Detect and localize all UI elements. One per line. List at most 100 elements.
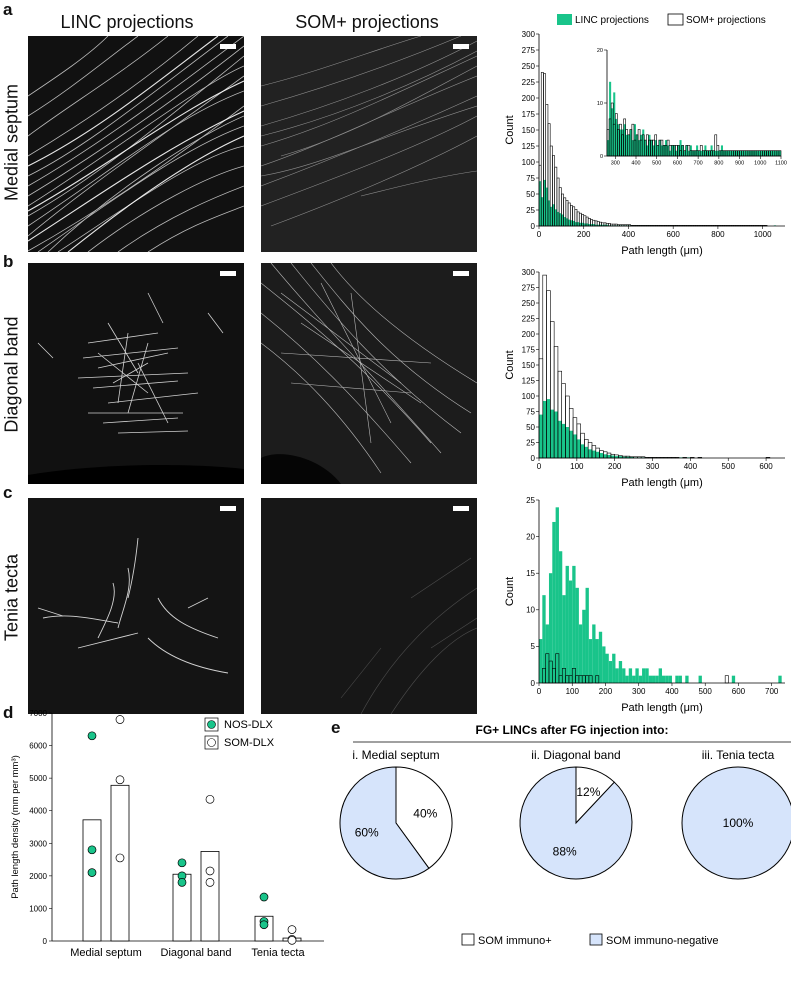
bar-linc (575, 587, 579, 683)
bar-linc (612, 653, 616, 683)
inset-y-tick-label: 20 (597, 48, 603, 54)
y-tick-label: 275 (522, 283, 536, 292)
y-tick-label: 250 (522, 62, 536, 71)
bar-linc (778, 675, 782, 683)
pie-slice-label: 12% (576, 785, 600, 799)
bar-linc (590, 224, 593, 226)
y-tick-label: 3000 (29, 839, 47, 848)
x-tick-label: 100 (566, 687, 580, 696)
bar-linc (546, 399, 551, 458)
inset-bar-linc (745, 150, 748, 156)
y-tick-label: 300 (522, 268, 536, 277)
legend-swatch-som-immuno-neg (589, 933, 603, 946)
category-label: Diagonal band (161, 947, 232, 959)
bar-linc (592, 224, 595, 226)
inset-bar-linc (772, 150, 775, 156)
bar-linc (698, 675, 702, 683)
y-tick-label: 0 (531, 679, 536, 688)
scale-bar-icon (453, 44, 469, 49)
legend-dot-som (207, 738, 216, 747)
bar-linc (565, 565, 569, 683)
x-tick-label: 200 (599, 687, 613, 696)
y-tick-label: 0 (531, 454, 536, 463)
inset-bar-linc (739, 150, 742, 156)
bar-linc (591, 450, 596, 458)
bar-linc (578, 624, 583, 683)
pie-panel-title: FG+ LINCs after FG injection into: (475, 723, 668, 737)
bar-linc (588, 449, 592, 458)
inset-x-tick-label: 600 (673, 161, 682, 167)
y-tick-label: 250 (522, 299, 536, 308)
pie-slice-som-immuno-neg (681, 766, 791, 880)
inset-bar-linc (718, 150, 721, 156)
inset-bar-linc (654, 140, 657, 156)
bar-linc (548, 573, 553, 683)
bar-linc (569, 430, 574, 458)
bar-linc (580, 444, 585, 458)
y-tick-label: 200 (522, 330, 536, 339)
bar-linc (610, 455, 615, 458)
inset-bar-linc (660, 145, 663, 156)
inset-x-tick-label: 1000 (754, 161, 766, 167)
legend-swatch-linc (557, 14, 572, 25)
y-tick-label: 75 (526, 174, 535, 183)
bar-linc (539, 639, 543, 683)
inset-bar-linc (646, 145, 649, 156)
y-tick-label: 5 (531, 642, 536, 651)
y-tick-label: 225 (522, 78, 536, 87)
bar-linc (605, 653, 609, 683)
inset-bar-linc (675, 150, 678, 156)
bar-linc (628, 668, 633, 683)
x-tick-label: 300 (632, 687, 646, 696)
column-header-linc: LINC projections (60, 12, 194, 32)
micrograph-linc-diagonal-band (28, 263, 244, 484)
y-tick-label: 7000 (29, 709, 47, 718)
bar-som-dlx (110, 784, 130, 942)
x-tick-label: 200 (577, 230, 591, 239)
pie-slice-som-immuno-pos (395, 766, 453, 870)
y-tick-label: 125 (522, 142, 536, 151)
legend-label-som: SOM-DLX (224, 737, 275, 749)
bar-linc (584, 446, 589, 458)
pie-charts-fg-lincs: FG+ LINCs after FG injection into: i. Med… (339, 723, 791, 947)
bar-linc (552, 204, 555, 226)
inset-bar-linc (768, 150, 771, 156)
y-axis-label: Count (504, 350, 516, 379)
panel-label-e: e (331, 718, 341, 737)
y-tick-label: 175 (522, 110, 536, 119)
x-tick-label: 400 (684, 462, 698, 471)
x-tick-label: 400 (622, 230, 636, 239)
bar-nos-dlx (82, 819, 102, 942)
bar-linc (678, 675, 682, 683)
bar-linc (608, 661, 613, 683)
histogram-diagonal-band: 0 25 50 75 100 125 150 175 200 225 250 275 300 0 100 20… (504, 268, 785, 489)
inset-bar-linc (776, 150, 779, 156)
bar-linc (595, 451, 600, 458)
pie-slice-som-immuno-neg (339, 766, 430, 880)
inset-bar-linc (652, 145, 655, 156)
scale-bar-icon (453, 271, 469, 276)
bar-linc (658, 668, 662, 683)
bar-linc (652, 675, 656, 683)
bar-som (724, 675, 729, 684)
legend-label-som-immuno-pos: SOM immuno+ (478, 935, 552, 947)
inset-x-tick-label: 700 (694, 161, 703, 167)
bar-linc (603, 454, 608, 458)
bar-linc (554, 209, 557, 226)
panel-label-c: c (3, 483, 13, 502)
bar-linc (622, 668, 626, 683)
bar-linc (552, 521, 556, 683)
y-tick-label: 1000 (29, 904, 47, 913)
inset-bar-linc (733, 150, 736, 156)
y-tick-label: 150 (522, 126, 536, 135)
bar-linc (547, 200, 551, 226)
micrograph-linc-medial-septum (28, 36, 244, 252)
x-axis-label: Path length (μm) (621, 702, 703, 714)
x-axis-label: Path length (μm) (621, 477, 703, 489)
inset-bar-linc (694, 150, 697, 156)
pie-title: ii. Diagonal band (531, 748, 620, 762)
legend-label-linc: LINC projections (575, 15, 649, 26)
bar-linc (563, 217, 566, 226)
x-tick-label: 200 (608, 462, 622, 471)
x-tick-label: 500 (722, 462, 736, 471)
